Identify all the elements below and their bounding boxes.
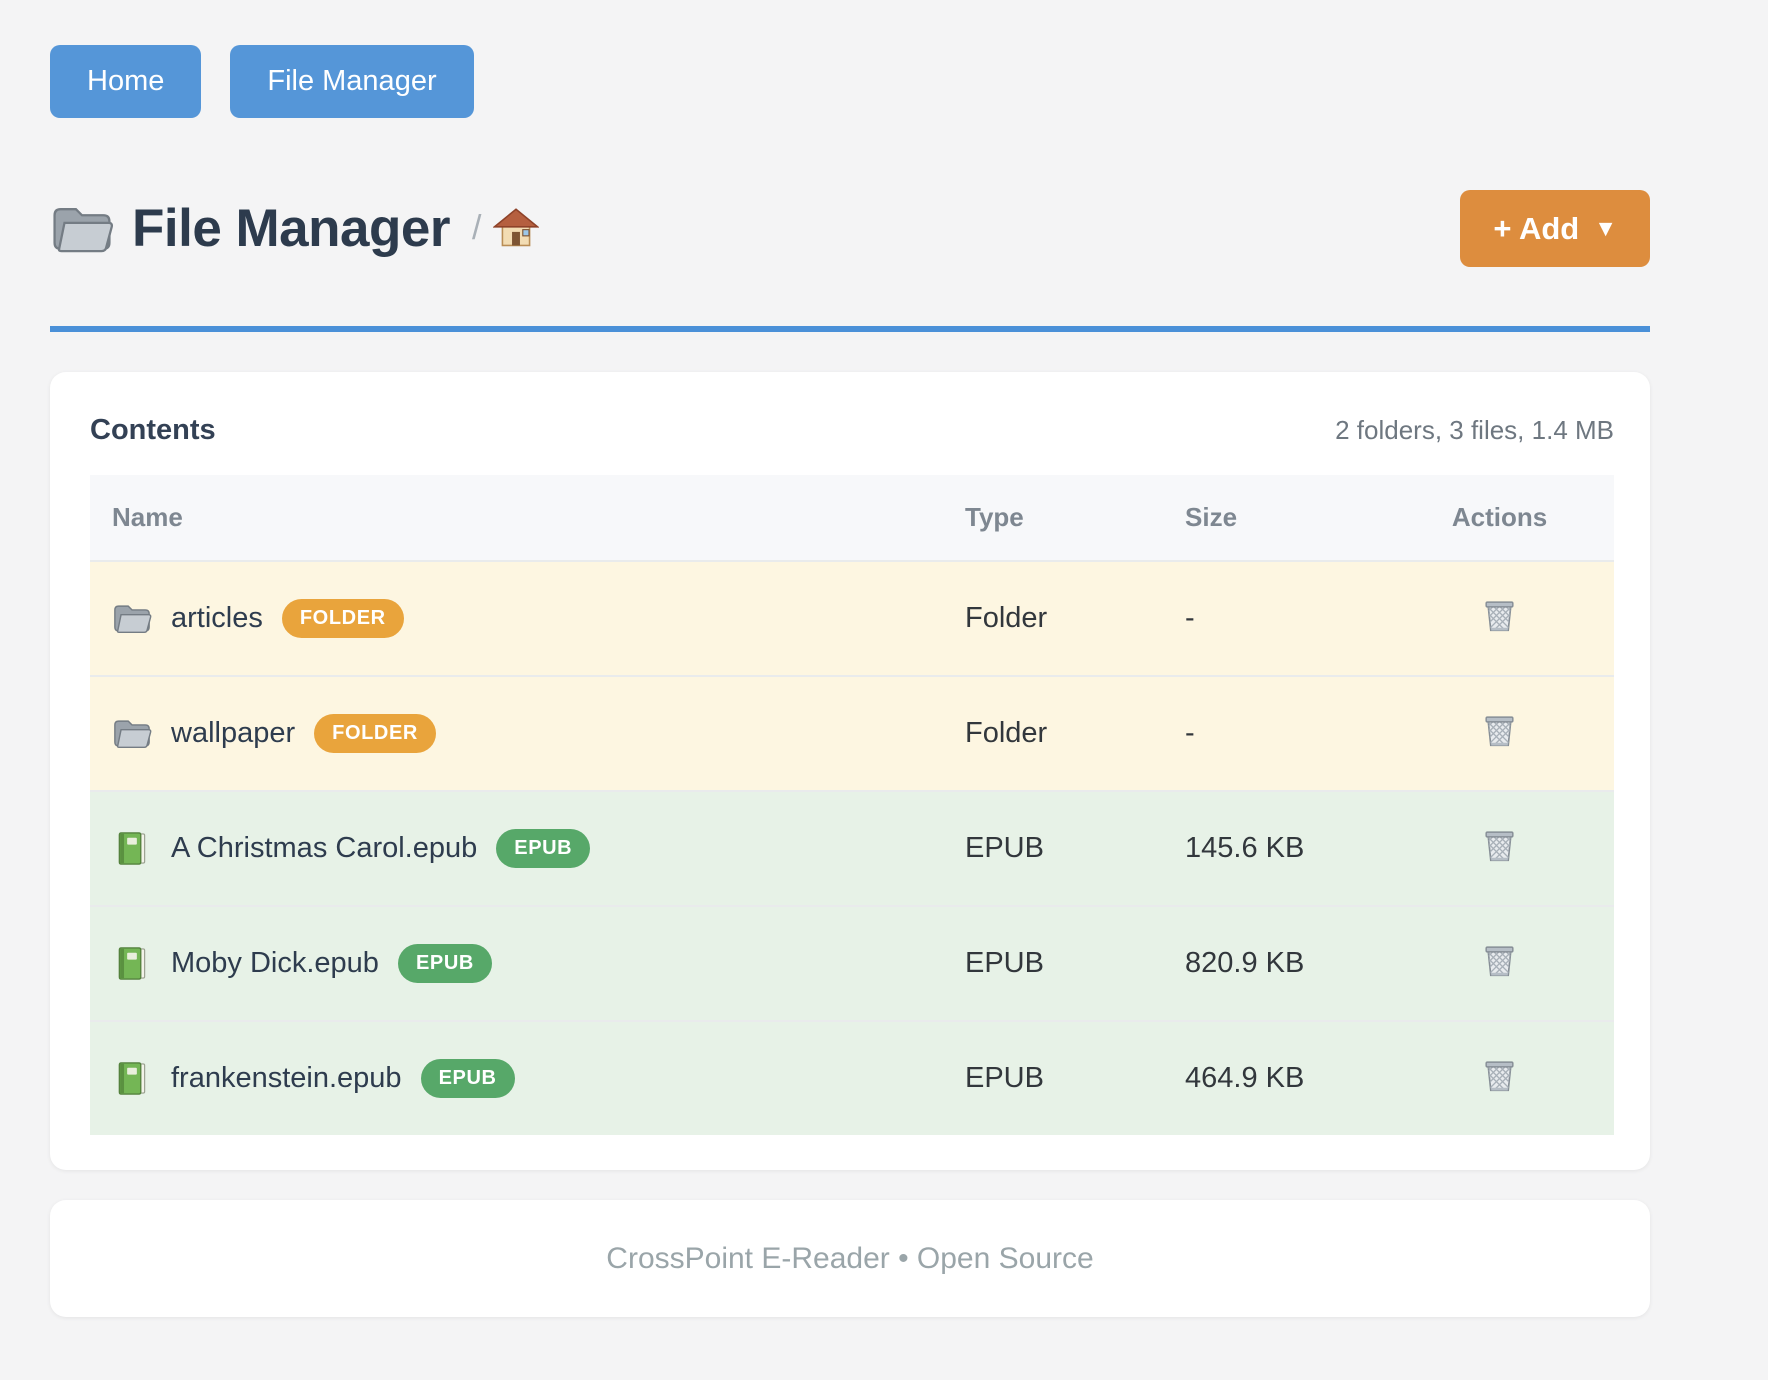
header-divider: [50, 326, 1650, 332]
delete-button[interactable]: [1478, 938, 1521, 985]
folder-icon: [112, 716, 152, 751]
caret-down-icon: ▼: [1594, 215, 1617, 241]
item-name: frankenstein.epub: [171, 1062, 402, 1095]
contents-card: Contents 2 folders, 3 files, 1.4 MB Name…: [50, 372, 1650, 1171]
card-title: Contents: [90, 414, 216, 446]
page-header: File Manager / + Add ▼: [50, 190, 1650, 267]
house-icon[interactable]: [493, 207, 540, 250]
item-name: wallpaper: [171, 717, 296, 750]
item-name: articles: [171, 602, 263, 635]
item-size: 820.9 KB: [1163, 905, 1385, 1022]
item-size: -: [1163, 560, 1385, 677]
book-icon: [112, 831, 152, 866]
footer-text: CrossPoint E-Reader • Open Source: [606, 1241, 1094, 1275]
column-header-name: Name: [90, 475, 943, 562]
delete-button[interactable]: [1478, 823, 1521, 870]
item-size: -: [1163, 675, 1385, 792]
item-name: A Christmas Carol.epub: [171, 832, 478, 865]
type-badge: EPUB: [420, 1059, 515, 1099]
page-title: File Manager: [132, 199, 450, 258]
table-row[interactable]: A Christmas Carol.epub EPUB EPUB 145.6 KB: [90, 790, 1614, 907]
column-header-actions: Actions: [1385, 475, 1614, 562]
table-row[interactable]: frankenstein.epub EPUB EPUB 464.9 KB: [90, 1020, 1614, 1136]
table-row[interactable]: wallpaper FOLDER Folder -: [90, 675, 1614, 792]
type-badge: EPUB: [496, 829, 591, 869]
delete-button[interactable]: [1478, 708, 1521, 755]
column-header-type: Type: [943, 475, 1163, 562]
trash-icon: [1482, 597, 1517, 636]
contents-summary: 2 folders, 3 files, 1.4 MB: [1335, 415, 1614, 445]
trash-icon: [1482, 1057, 1517, 1096]
title-group: File Manager /: [50, 198, 540, 259]
delete-button[interactable]: [1478, 1053, 1521, 1100]
item-name: Moby Dick.epub: [171, 947, 379, 980]
type-badge: EPUB: [397, 944, 492, 984]
nav-bar: Home File Manager: [50, 45, 1650, 118]
table-body: articles FOLDER Folder - wallpaper FOLDER Fold…: [90, 560, 1614, 1136]
item-type: EPUB: [943, 905, 1163, 1022]
book-icon: [112, 1061, 152, 1096]
table-row[interactable]: articles FOLDER Folder -: [90, 560, 1614, 677]
trash-icon: [1482, 942, 1517, 981]
page: Home File Manager File Manager / + Add ▼…: [50, 0, 1650, 1318]
footer: CrossPoint E-Reader • Open Source: [50, 1200, 1650, 1318]
breadcrumb-separator: /: [471, 209, 482, 247]
column-header-size: Size: [1163, 475, 1385, 562]
item-type: Folder: [943, 675, 1163, 792]
delete-button[interactable]: [1478, 593, 1521, 640]
card-header: Contents 2 folders, 3 files, 1.4 MB: [90, 414, 1614, 447]
item-type: EPUB: [943, 790, 1163, 907]
item-type: EPUB: [943, 1020, 1163, 1136]
table-row[interactable]: Moby Dick.epub EPUB EPUB 820.9 KB: [90, 905, 1614, 1022]
item-size: 145.6 KB: [1163, 790, 1385, 907]
nav-file-manager-button[interactable]: File Manager: [230, 45, 474, 118]
folder-icon: [112, 601, 152, 636]
nav-home-button[interactable]: Home: [50, 45, 202, 118]
book-icon: [112, 946, 152, 981]
item-size: 464.9 KB: [1163, 1020, 1385, 1136]
add-button[interactable]: + Add ▼: [1460, 190, 1650, 267]
type-badge: FOLDER: [281, 599, 404, 639]
table-header-row: Name Type Size Actions: [90, 475, 1614, 562]
folder-icon: [50, 201, 114, 257]
item-type: Folder: [943, 560, 1163, 677]
add-button-label: + Add: [1493, 210, 1580, 246]
trash-icon: [1482, 712, 1517, 751]
type-badge: FOLDER: [314, 714, 436, 754]
trash-icon: [1482, 827, 1517, 866]
files-table: Name Type Size Actions articles FOLDER Fol…: [90, 475, 1614, 1136]
